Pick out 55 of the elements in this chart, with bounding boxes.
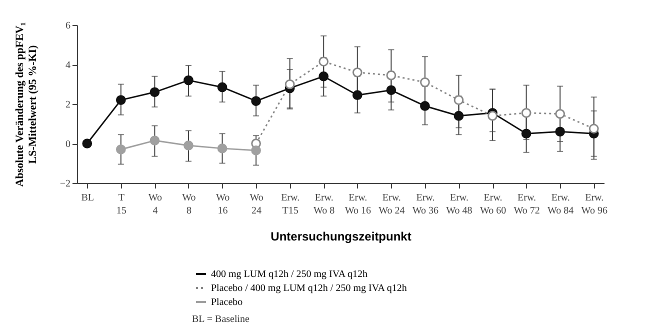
legend-label: Placebo (211, 297, 243, 308)
x-tick-label: Erw. Wo 72 (514, 192, 540, 216)
x-tick-label: Erw. Wo 84 (548, 192, 574, 216)
x-tick-label: BL (81, 192, 94, 204)
x-tick-label: Erw. Wo 24 (378, 192, 405, 216)
point (352, 67, 362, 78)
legend-label: 400 mg LUM q12h / 250 mg IVA q12h (211, 269, 368, 280)
x-tick-label: Erw. Wo 60 (480, 192, 506, 216)
text: BL = Baseline (192, 314, 250, 325)
point (588, 124, 599, 134)
point (251, 96, 261, 106)
point (521, 128, 532, 139)
point (454, 110, 464, 121)
point (521, 108, 532, 118)
x-tick-label: Erw. Wo 48 (446, 192, 472, 216)
point (251, 145, 261, 156)
y-tick-label: −2 (60, 178, 70, 190)
point (116, 95, 126, 105)
y-tick-label: 0 (66, 139, 70, 150)
y-axis-title: Absolute Veränderung des ppFEV₁ LS-Mittelwert (95 %-KI) (14, 22, 39, 187)
point (555, 126, 566, 137)
x-tick-label: T 15 (116, 192, 126, 216)
legend-label: Placebo / 400 mg LUM q12h / 250 mg IVA q12h (211, 283, 407, 294)
point (116, 144, 126, 154)
x-tick-label: Erw. Wo 96 (581, 192, 608, 216)
x-tick-label: Wo 24 (250, 192, 264, 216)
point (82, 138, 92, 148)
point (386, 85, 396, 96)
y-tick-label: 6 (66, 20, 70, 32)
x-tick-label: Erw. T15 (281, 192, 300, 216)
point (318, 56, 329, 66)
x-axis-title: Untersuchungszeitpunkt (270, 230, 412, 244)
y-tick-label: 4 (66, 60, 70, 71)
x-tick-label: Erw. Wo 8 (314, 192, 335, 216)
point (184, 140, 194, 150)
x-tick-label: Erw. Wo 16 (344, 192, 371, 216)
x-tick-label: Wo 16 (216, 192, 230, 216)
point (420, 77, 430, 88)
point (352, 90, 362, 100)
point (150, 87, 160, 98)
point (217, 144, 228, 154)
x-tick-label: Wo 4 (148, 192, 162, 216)
point (488, 110, 498, 121)
x-tick-label: Erw. Wo 36 (412, 192, 439, 216)
point (420, 101, 430, 111)
point (150, 136, 160, 146)
x-tick-label: Wo 8 (182, 192, 196, 216)
y-tick-label: 2 (66, 100, 70, 110)
point (284, 79, 295, 90)
point (318, 71, 329, 82)
point (217, 82, 228, 92)
point (555, 108, 566, 119)
point (454, 95, 464, 105)
point (386, 70, 396, 80)
point (184, 75, 194, 86)
